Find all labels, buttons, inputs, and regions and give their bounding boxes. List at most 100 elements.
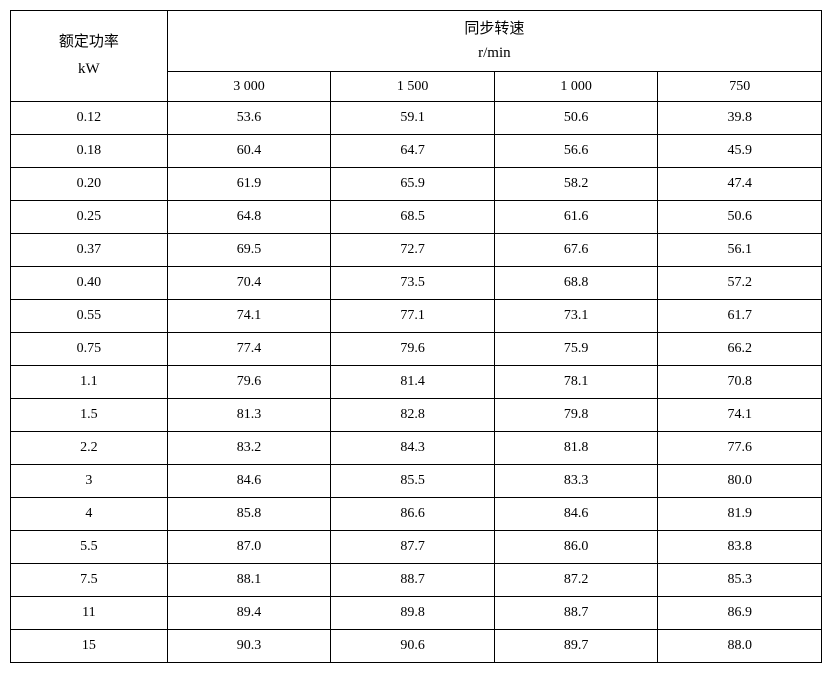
table-row: 0.3769.572.767.656.1 — [11, 234, 822, 267]
value-cell: 59.1 — [331, 102, 495, 135]
value-cell: 86.6 — [331, 498, 495, 531]
power-cell: 5.5 — [11, 531, 168, 564]
value-cell: 69.5 — [167, 234, 331, 267]
value-cell: 64.7 — [331, 135, 495, 168]
value-cell: 87.0 — [167, 531, 331, 564]
value-cell: 61.9 — [167, 168, 331, 201]
value-cell: 81.3 — [167, 399, 331, 432]
value-cell: 87.2 — [494, 564, 658, 597]
power-cell: 4 — [11, 498, 168, 531]
value-cell: 50.6 — [658, 201, 822, 234]
power-cell: 0.55 — [11, 300, 168, 333]
table-row: 2.283.284.381.877.6 — [11, 432, 822, 465]
value-cell: 45.9 — [658, 135, 822, 168]
table-header: 额定功率 kW 同步转速 r/min 3 000 1 500 1 000 750 — [11, 11, 822, 102]
table-row: 485.886.684.681.9 — [11, 498, 822, 531]
value-cell: 84.3 — [331, 432, 495, 465]
power-cell: 0.20 — [11, 168, 168, 201]
value-cell: 86.9 — [658, 597, 822, 630]
value-cell: 89.8 — [331, 597, 495, 630]
table-row: 0.5574.177.173.161.7 — [11, 300, 822, 333]
table-row: 0.7577.479.675.966.2 — [11, 333, 822, 366]
table-row: 7.588.188.787.285.3 — [11, 564, 822, 597]
table-row: 1.581.382.879.874.1 — [11, 399, 822, 432]
speed-col-1500: 1 500 — [331, 72, 495, 102]
power-label-line1: 额定功率 — [15, 29, 163, 56]
value-cell: 73.5 — [331, 267, 495, 300]
speed-col-3000: 3 000 — [167, 72, 331, 102]
power-cell: 3 — [11, 465, 168, 498]
value-cell: 81.4 — [331, 366, 495, 399]
value-cell: 70.8 — [658, 366, 822, 399]
value-cell: 75.9 — [494, 333, 658, 366]
value-cell: 78.1 — [494, 366, 658, 399]
value-cell: 60.4 — [167, 135, 331, 168]
power-label-line2: kW — [15, 56, 163, 83]
value-cell: 79.6 — [167, 366, 331, 399]
table-row: 5.587.087.786.083.8 — [11, 531, 822, 564]
value-cell: 61.6 — [494, 201, 658, 234]
speed-col-750: 750 — [658, 72, 822, 102]
power-cell: 0.40 — [11, 267, 168, 300]
value-cell: 74.1 — [167, 300, 331, 333]
value-cell: 80.0 — [658, 465, 822, 498]
power-cell: 1.5 — [11, 399, 168, 432]
value-cell: 88.7 — [331, 564, 495, 597]
value-cell: 87.7 — [331, 531, 495, 564]
motor-efficiency-table: 额定功率 kW 同步转速 r/min 3 000 1 500 1 000 750… — [10, 10, 822, 663]
value-cell: 82.8 — [331, 399, 495, 432]
speed-header-cell: 同步转速 r/min — [167, 11, 821, 72]
value-cell: 83.3 — [494, 465, 658, 498]
value-cell: 58.2 — [494, 168, 658, 201]
value-cell: 79.6 — [331, 333, 495, 366]
table-row: 0.2061.965.958.247.4 — [11, 168, 822, 201]
header-row-1: 额定功率 kW 同步转速 r/min — [11, 11, 822, 72]
value-cell: 81.8 — [494, 432, 658, 465]
speed-label-line1: 同步转速 — [172, 17, 817, 41]
table-row: 384.685.583.380.0 — [11, 465, 822, 498]
value-cell: 39.8 — [658, 102, 822, 135]
power-header-cell: 额定功率 kW — [11, 11, 168, 102]
power-cell: 1.1 — [11, 366, 168, 399]
value-cell: 68.5 — [331, 201, 495, 234]
power-cell: 0.25 — [11, 201, 168, 234]
value-cell: 84.6 — [167, 465, 331, 498]
table-row: 0.4070.473.568.857.2 — [11, 267, 822, 300]
value-cell: 83.8 — [658, 531, 822, 564]
value-cell: 77.6 — [658, 432, 822, 465]
speed-col-1000: 1 000 — [494, 72, 658, 102]
table-row: 0.1253.659.150.639.8 — [11, 102, 822, 135]
value-cell: 90.6 — [331, 630, 495, 663]
value-cell: 90.3 — [167, 630, 331, 663]
value-cell: 53.6 — [167, 102, 331, 135]
value-cell: 85.5 — [331, 465, 495, 498]
value-cell: 85.3 — [658, 564, 822, 597]
table-body: 0.1253.659.150.639.80.1860.464.756.645.9… — [11, 102, 822, 663]
value-cell: 50.6 — [494, 102, 658, 135]
value-cell: 56.1 — [658, 234, 822, 267]
table-row: 1189.489.888.786.9 — [11, 597, 822, 630]
value-cell: 88.7 — [494, 597, 658, 630]
table-row: 0.2564.868.561.650.6 — [11, 201, 822, 234]
power-cell: 0.18 — [11, 135, 168, 168]
speed-label-line2: r/min — [172, 41, 817, 65]
value-cell: 64.8 — [167, 201, 331, 234]
value-cell: 70.4 — [167, 267, 331, 300]
value-cell: 67.6 — [494, 234, 658, 267]
value-cell: 57.2 — [658, 267, 822, 300]
value-cell: 83.2 — [167, 432, 331, 465]
value-cell: 86.0 — [494, 531, 658, 564]
value-cell: 74.1 — [658, 399, 822, 432]
table-row: 1590.390.689.788.0 — [11, 630, 822, 663]
value-cell: 73.1 — [494, 300, 658, 333]
power-cell: 15 — [11, 630, 168, 663]
value-cell: 47.4 — [658, 168, 822, 201]
value-cell: 88.1 — [167, 564, 331, 597]
power-cell: 2.2 — [11, 432, 168, 465]
value-cell: 77.1 — [331, 300, 495, 333]
power-cell: 0.75 — [11, 333, 168, 366]
power-cell: 7.5 — [11, 564, 168, 597]
value-cell: 79.8 — [494, 399, 658, 432]
value-cell: 66.2 — [658, 333, 822, 366]
value-cell: 88.0 — [658, 630, 822, 663]
